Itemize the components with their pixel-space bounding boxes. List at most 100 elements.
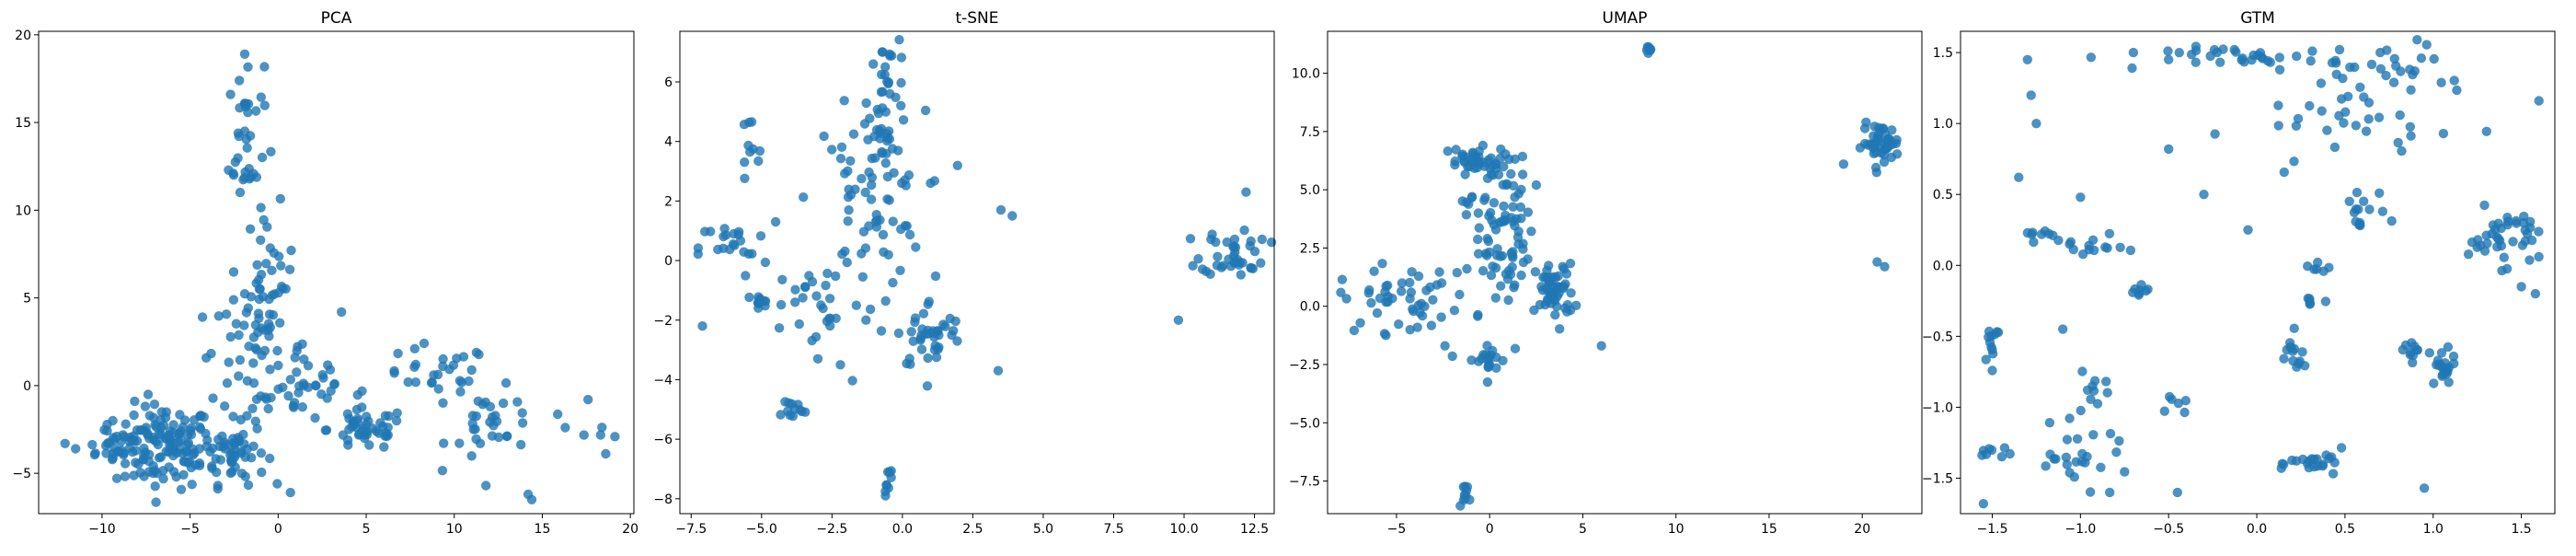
scatter-point	[485, 401, 496, 411]
scatter-point	[1838, 159, 1849, 169]
scatter-point	[149, 400, 160, 410]
scatter-point	[2412, 35, 2422, 45]
scatter-point	[790, 297, 800, 307]
scatter-point	[2174, 48, 2184, 58]
y-tick-label: 2.5	[1300, 241, 1320, 256]
scatter-point	[1483, 236, 1494, 247]
scatter-point	[1565, 305, 1576, 316]
scatter-point	[1379, 329, 1390, 339]
scatter-point	[1513, 239, 1524, 249]
scatter-point	[776, 410, 786, 420]
scatter-point	[2345, 62, 2355, 73]
scatter-point	[234, 131, 244, 142]
scatter-point	[2534, 251, 2544, 262]
scatter-point	[87, 439, 98, 450]
scatter-point	[168, 446, 179, 456]
scatter-point	[131, 458, 141, 468]
scatter-point	[1197, 264, 1208, 274]
scatter-point	[1500, 214, 1510, 226]
scatter-point	[1490, 225, 1501, 235]
scatter-point	[186, 430, 197, 440]
scatter-point	[2028, 227, 2038, 237]
scatter-point	[391, 415, 402, 426]
scatter-point	[2031, 119, 2041, 129]
scatter-point	[1426, 320, 1437, 330]
scatter-point	[265, 365, 275, 375]
scatter-point	[2077, 366, 2087, 376]
scatter-point	[1516, 270, 1526, 281]
scatter-point	[2125, 245, 2136, 256]
scatter-point	[2274, 52, 2284, 63]
scatter-point	[1646, 44, 1656, 54]
scatter-point	[259, 345, 270, 356]
scatter-point	[2339, 118, 2349, 128]
scatter-point	[1482, 173, 1493, 183]
scatter-point	[2397, 145, 2407, 156]
scatter-point	[2297, 454, 2308, 465]
scatter-point	[863, 134, 873, 145]
scatter-point	[1421, 285, 1432, 295]
scatter-point	[273, 360, 283, 371]
scatter-point	[824, 313, 834, 324]
scatter-point	[1229, 241, 1239, 251]
scatter-point	[2388, 77, 2399, 87]
scatter-point	[812, 353, 823, 364]
scatter-point	[228, 267, 239, 277]
scatter-point	[194, 460, 205, 470]
scatter-point	[454, 438, 465, 448]
scatter-point	[2172, 487, 2182, 498]
scatter-point	[904, 229, 915, 240]
scatter-point	[1879, 156, 1890, 168]
scatter-point	[2364, 204, 2375, 214]
scatter-point	[950, 316, 960, 327]
scatter-point	[760, 301, 770, 311]
scatter-point	[2534, 96, 2544, 106]
scatter-point	[501, 431, 512, 442]
scatter-point	[2086, 52, 2097, 63]
scatter-point	[144, 411, 155, 421]
scatter-point	[256, 92, 266, 102]
panel-title: PCA	[321, 9, 352, 28]
scatter-point	[178, 469, 189, 480]
scatter-point	[700, 226, 710, 237]
x-tick-label: −1.5	[1977, 522, 2008, 537]
x-tick-label: −0.5	[2153, 522, 2184, 537]
scatter-point	[2102, 388, 2112, 398]
scatter-point	[1473, 234, 1483, 245]
scatter-point	[234, 330, 244, 341]
scatter-point	[242, 143, 252, 153]
scatter-point	[262, 222, 272, 232]
y-tick-label: 0.0	[1300, 300, 1320, 315]
scatter-point	[150, 481, 160, 492]
scatter-point	[1553, 282, 1564, 292]
y-tick-label: 15	[15, 116, 31, 131]
scatter-point	[275, 193, 285, 204]
scatter-point	[877, 69, 887, 80]
scatter-point	[101, 448, 111, 458]
scatter-point	[2105, 487, 2115, 498]
scatter-point	[2355, 220, 2365, 231]
scatter-point	[325, 365, 336, 375]
axes-frame	[1327, 30, 1923, 515]
scatter-point	[1447, 351, 1457, 362]
scatter-point	[2355, 82, 2365, 93]
scatter-point	[916, 344, 927, 354]
scatter-point	[285, 375, 295, 385]
scatter-point	[1473, 208, 1484, 218]
scatter-point	[1436, 312, 1446, 322]
scatter-point	[1336, 287, 1346, 297]
scatter-point	[2396, 66, 2406, 76]
scatter-point	[242, 376, 253, 386]
scatter-point	[1482, 376, 1493, 388]
scatter-point	[2317, 106, 2327, 116]
scatter-point	[2163, 46, 2173, 56]
scatter-point	[259, 62, 270, 72]
scatter-point	[266, 146, 276, 156]
scatter-point	[2279, 167, 2289, 178]
scatter-point	[860, 243, 871, 253]
y-tick-label: 0	[664, 254, 673, 269]
scatter-point	[777, 274, 788, 284]
scatter-point	[139, 450, 149, 460]
scatter-point	[438, 361, 448, 372]
